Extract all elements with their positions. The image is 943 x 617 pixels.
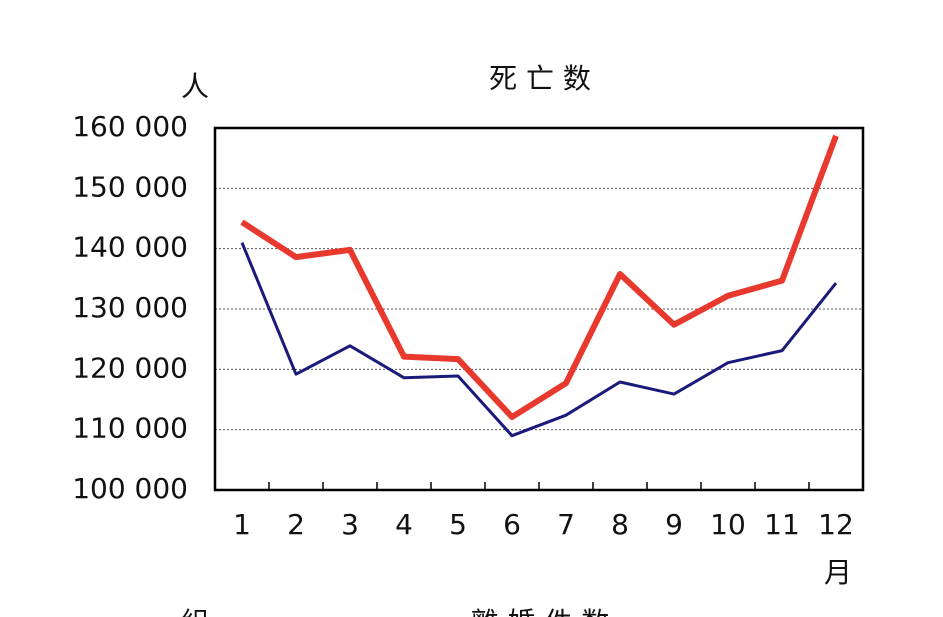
- chart-title: 死 亡 数: [489, 62, 591, 95]
- y-unit: 人: [181, 70, 209, 103]
- x-tick-label: 5: [449, 508, 467, 541]
- x-tick-label: 4: [395, 508, 413, 541]
- series-line: [240, 134, 839, 420]
- plot-frame: [213, 126, 865, 492]
- x-tick-label: 6: [503, 508, 521, 541]
- x-tick-label: 9: [665, 508, 683, 541]
- y-tick-label: 120 000: [72, 351, 188, 384]
- y-tick-label: 100 000: [72, 472, 188, 505]
- next-chart-unit: 組: [181, 606, 209, 617]
- x-tick-label: 10: [710, 508, 746, 541]
- y-tick-label: 160 000: [72, 110, 188, 143]
- y-tick-label: 110 000: [72, 412, 188, 445]
- y-tick-label: 140 000: [72, 231, 188, 264]
- x-unit: 月: [824, 556, 852, 589]
- x-tick-label: 7: [557, 508, 575, 541]
- x-tick-label: 8: [611, 508, 629, 541]
- series-line: [240, 242, 838, 438]
- x-tick-label: 12: [818, 508, 854, 541]
- x-tick-label: 2: [287, 508, 305, 541]
- y-tick-label: 130 000: [72, 291, 188, 324]
- x-tick-label: 3: [341, 508, 359, 541]
- x-tick-label: 11: [764, 508, 800, 541]
- y-tick-label: 150 000: [72, 170, 188, 203]
- x-tick-label: 1: [233, 508, 251, 541]
- next-chart-title: 離 婚 件 数: [471, 606, 610, 617]
